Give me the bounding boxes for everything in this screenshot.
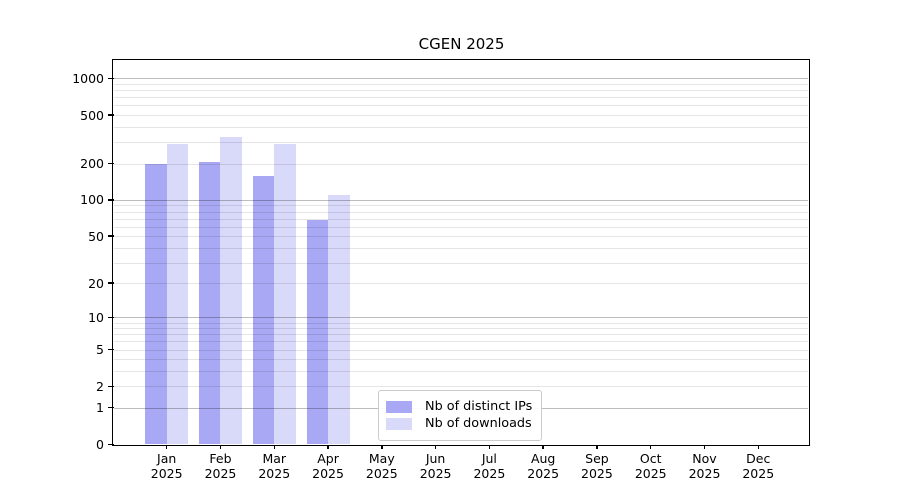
minor-gridline [114,90,808,92]
minor-gridline [114,218,808,220]
y-tick [108,199,114,201]
x-tick [703,444,706,449]
minor-gridline [114,211,808,213]
minor-gridline [114,349,808,351]
y-tick [108,407,114,409]
major-gridline [114,317,808,319]
minor-gridline [114,371,808,373]
x-tick [166,444,168,449]
legend-swatch-distinct-ips [386,400,412,413]
minor-gridline [114,262,808,264]
y-tick-label: 10 [88,309,104,325]
x-tick-label: Nov 2025 [688,451,721,481]
bar-distinct-ips [306,220,329,445]
legend-swatch-downloads [386,417,412,430]
x-tick-label: May 2025 [365,451,398,481]
y-tick-label: 500 [80,107,104,123]
x-tick [650,444,652,449]
x-tick [596,444,598,449]
minor-gridline [114,322,808,324]
minor-gridline [114,115,808,117]
y-tick-label: 50 [88,228,104,244]
minor-gridline [114,84,808,86]
minor-gridline [114,386,808,388]
legend-item-distinct-ips: Nb of distinct IPs [386,399,533,414]
x-tick-label: Feb 2025 [204,451,237,481]
y-tick-label: 0 [96,437,104,452]
minor-gridline [114,163,808,165]
y-tick-label: 100 [80,192,104,208]
y-tick-label: 5 [96,342,104,358]
x-tick [273,444,275,449]
y-tick [108,77,114,80]
minor-gridline [114,334,808,336]
minor-gridline [114,126,808,128]
y-tick-label: 1 [96,400,104,416]
bar-downloads [274,144,296,445]
y-tick [108,385,114,387]
bar-downloads [166,143,189,445]
y-tick-label: 20 [88,275,104,291]
x-tick-label: Jan 2025 [150,451,183,481]
bar-distinct-ips [145,163,167,445]
chart-title: CGEN 2025 [418,35,505,53]
x-tick-label: Jul 2025 [473,451,506,481]
y-tick-label: 1000 [72,70,104,86]
x-tick-label: Apr 2025 [312,451,344,481]
legend-item-downloads: Nb of downloads [386,416,533,431]
legend-label-downloads: Nb of downloads [425,416,532,431]
bar-downloads [328,194,350,445]
x-tick [381,444,383,449]
y-tick [108,114,114,116]
legend: Nb of distinct IPs Nb of downloads [378,390,542,441]
minor-gridline [114,359,808,361]
y-tick [108,348,114,351]
major-gridline [114,78,808,80]
minor-gridline [114,236,808,238]
x-tick [542,444,544,449]
y-tick [108,235,114,237]
y-tick-label: 200 [80,156,104,171]
minor-gridline [114,283,808,285]
y-tick [108,282,114,284]
x-tick-label: Mar 2025 [258,451,291,481]
legend-label-distinct-ips: Nb of distinct IPs [425,399,533,414]
minor-gridline [114,97,808,99]
bar-downloads [220,136,242,445]
x-tick [488,444,491,449]
y-tick-label: 2 [96,378,104,394]
bar-distinct-ips [252,176,275,445]
y-tick [108,316,114,319]
minor-gridline [114,341,808,343]
minor-gridline [114,328,808,330]
minor-gridline [114,226,808,228]
x-tick-label: Dec 2025 [742,451,775,481]
minor-gridline [114,105,808,107]
x-tick [327,444,329,449]
minor-gridline [114,247,808,249]
bar-distinct-ips [198,162,221,445]
major-gridline [114,199,808,201]
x-tick-label: Sep 2025 [581,451,613,481]
x-tick [434,444,437,449]
x-tick [219,444,222,449]
x-tick-label: Jun 2025 [419,451,452,481]
x-tick [757,444,759,449]
x-tick-label: Aug 2025 [527,451,560,481]
y-tick [108,443,114,446]
x-tick-label: Oct 2025 [634,451,667,481]
y-tick [108,162,114,165]
minor-gridline [114,142,808,144]
minor-gridline [114,205,808,207]
